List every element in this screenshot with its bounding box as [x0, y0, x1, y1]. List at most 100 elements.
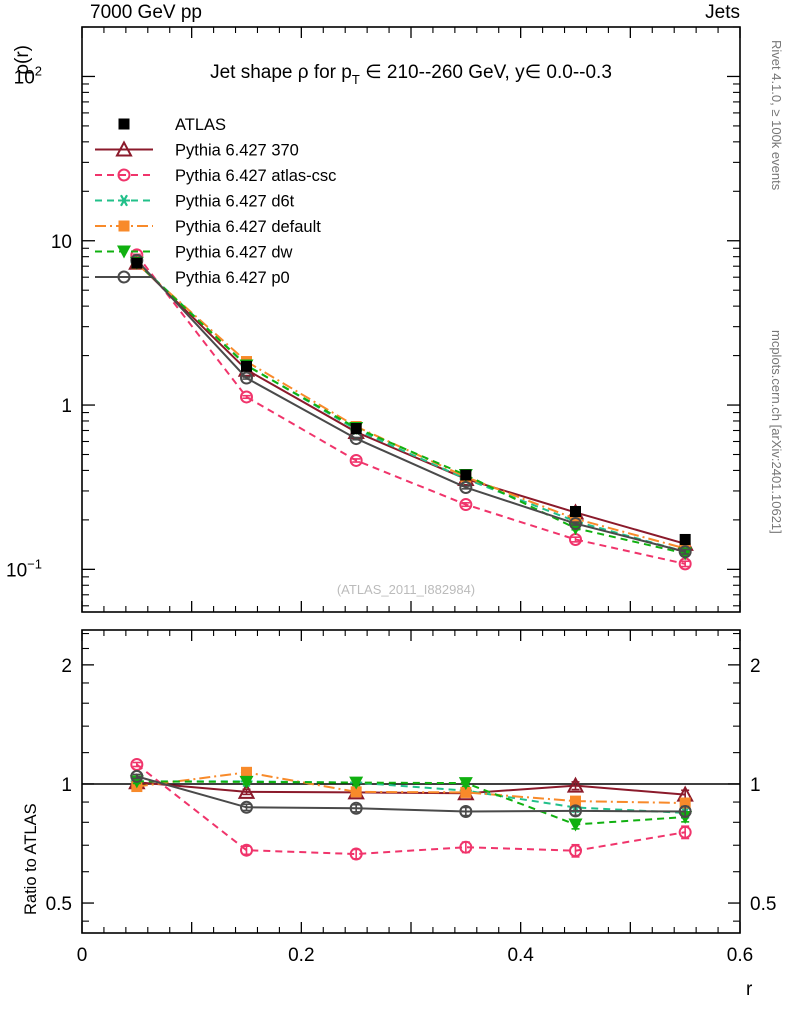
data-point: [569, 804, 582, 818]
data-point: [239, 775, 254, 789]
data-point: [240, 800, 253, 814]
legend-marker: [117, 245, 131, 259]
ratio-series-2: [130, 757, 692, 861]
ratio-series-1: [128, 773, 694, 802]
main-plot-frame: [81, 26, 741, 613]
star-arm: [120, 194, 128, 207]
data-point: [570, 505, 581, 517]
legend-label: Pythia 6.427 d6t: [175, 193, 295, 211]
data-point: [678, 545, 692, 559]
x-tick-label: 0.4: [507, 945, 534, 966]
data-point: [349, 847, 363, 861]
main-title: Jet shape ρ for pT ∈ 210--260 GeV, y∈ 0.…: [210, 62, 612, 87]
ratio-x-ticks: [81, 630, 741, 933]
data-point: [458, 777, 473, 791]
x-tick-label: 0.6: [727, 945, 753, 966]
legend-label: Pythia 6.427 default: [175, 218, 321, 236]
header-row: 7000 GeV pp Jets: [90, 2, 740, 23]
data-point: [569, 844, 582, 858]
series-line: [136, 259, 686, 553]
ratio-panel: 2 2 1 1 0.5 0.5 0 0.2 0.4 0.6 r Ratio to ATLAS: [22, 629, 777, 1000]
data-point: [349, 453, 363, 467]
data-point: [349, 776, 364, 790]
data-point: [568, 818, 583, 832]
legend-marker: [118, 118, 130, 130]
data-point: [459, 498, 473, 512]
legend: ATLAS Pythia 6.427 370 Pythia 6.427 atlas-…: [95, 116, 336, 287]
legend-label: Pythia 6.427 atlas-csc: [175, 167, 336, 185]
data-point: [679, 533, 691, 545]
ratio-y-ticks: [82, 632, 740, 922]
legend-entry-6: Pythia 6.427 p0: [95, 269, 290, 287]
data-point: [459, 840, 473, 854]
data-point: [460, 469, 472, 481]
data-point: [569, 517, 582, 531]
legend-marker: [117, 168, 131, 182]
ratio-data-series: [128, 757, 694, 861]
y-tick-label-right: 1: [750, 775, 761, 796]
x-tick-label: 0.2: [288, 945, 314, 966]
data-point: [349, 801, 363, 815]
data-point: [679, 797, 691, 809]
data-point: [459, 804, 473, 818]
legend-entry-1: Pythia 6.427 370: [95, 140, 299, 160]
y-tick-label: 10−1: [6, 556, 42, 581]
main-y-ticks: [82, 26, 740, 607]
series-line: [136, 261, 686, 555]
series-line: [136, 780, 686, 814]
data-point: [240, 390, 253, 404]
series-line: [136, 775, 686, 813]
legend-marker: [118, 194, 130, 207]
data-point: [350, 422, 362, 434]
legend-label: Pythia 6.427 p0: [175, 269, 290, 287]
legend-label: Pythia 6.427 dw: [175, 244, 292, 262]
legend-entry-2: Pythia 6.427 atlas-csc: [95, 167, 336, 185]
y-tick-label-left: 1: [61, 775, 72, 796]
main-y-axis-label: ρ(r): [12, 45, 33, 75]
series-0: [131, 257, 691, 546]
legend-entry-4: Pythia 6.427 default: [95, 218, 321, 236]
series-5: [129, 256, 693, 561]
series-line: [136, 262, 686, 545]
x-tick-label: 0: [77, 945, 88, 966]
data-point: [678, 804, 692, 818]
y-tick-label: 1: [61, 396, 72, 417]
series-4: [131, 258, 691, 554]
main-data-series: [128, 248, 694, 571]
series-3: [130, 256, 692, 558]
series-line: [136, 763, 686, 856]
data-point: [350, 786, 362, 798]
data-point: [240, 371, 253, 385]
data-point: [240, 843, 253, 857]
y-tick-label: 10: [51, 232, 72, 253]
header-right: Jets: [705, 2, 740, 23]
legend-entry-3: Pythia 6.427 d6t: [95, 193, 295, 211]
legend-marker: [117, 270, 131, 284]
legend-entry-5: Pythia 6.427 dw: [95, 244, 292, 262]
data-point: [241, 360, 252, 372]
header-left: 7000 GeV pp: [90, 2, 202, 23]
legend-entry-0: ATLAS: [118, 116, 226, 134]
y-tick-label-right: 2: [750, 656, 761, 677]
data-point: [130, 769, 144, 783]
data-point: [566, 776, 585, 793]
series-line: [136, 261, 686, 553]
data-point: [241, 766, 252, 778]
legend-label: Pythia 6.427 370: [175, 142, 299, 160]
data-point: [678, 825, 692, 839]
side-note-top: Rivet 4.1.0, ≥ 100k events: [769, 40, 784, 191]
series-line: [136, 254, 686, 565]
legend-label: ATLAS: [175, 116, 226, 134]
series-6: [130, 253, 692, 559]
data-point: [459, 480, 473, 494]
x-tick-labels: 0 0.2 0.4 0.6: [77, 945, 754, 966]
side-note-bottom: mcplots.cern.ch [arXiv:2401.10621]: [769, 330, 784, 534]
data-point: [131, 257, 143, 269]
side-notes: Rivet 4.1.0, ≥ 100k events mcplots.cern.c…: [769, 40, 784, 534]
ratio-y-tick-labels: 2 2 1 1 0.5 0.5: [46, 656, 777, 915]
y-tick-label-left: 2: [61, 656, 72, 677]
